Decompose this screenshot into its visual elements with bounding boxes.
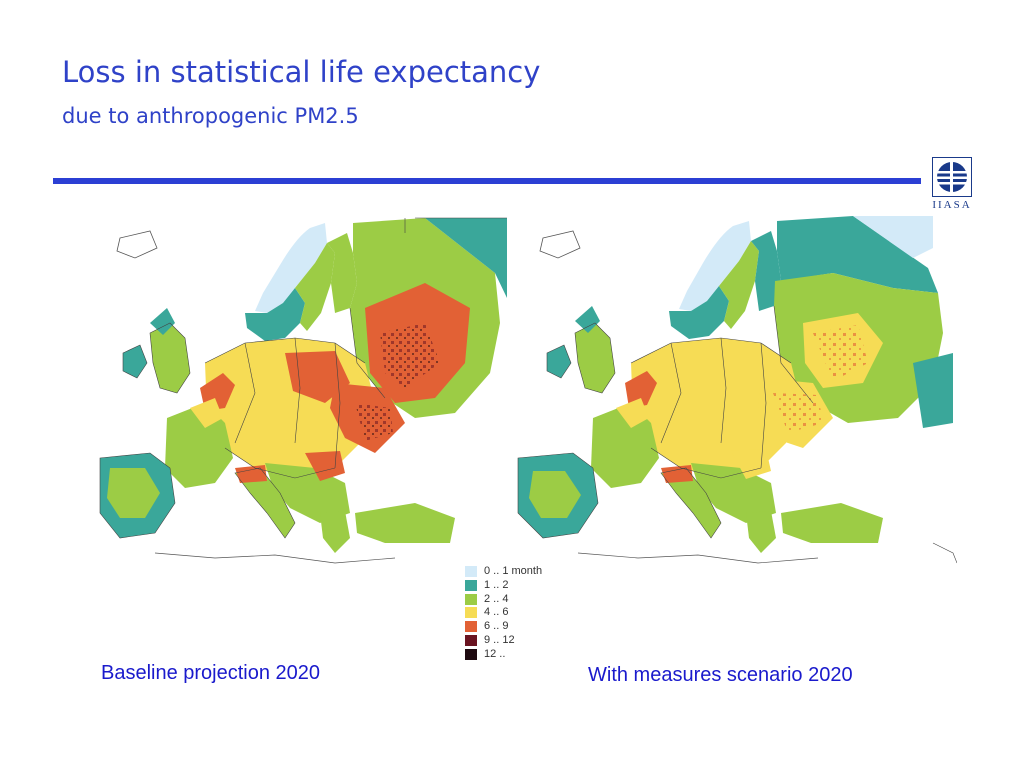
region-hungary <box>731 449 771 479</box>
legend-swatch <box>465 566 477 577</box>
region-turkey <box>355 503 455 543</box>
region-scandinavia-north <box>679 221 751 311</box>
region-france-north <box>190 398 223 428</box>
region-iberia-inner <box>107 468 160 518</box>
region-france-north <box>616 398 649 428</box>
region-iceland <box>116 230 158 259</box>
legend-item: 2 .. 4 <box>465 593 565 607</box>
region-benelux-hotspot <box>625 371 657 408</box>
region-uk <box>150 323 190 393</box>
baseline-map <box>99 217 507 564</box>
region-france <box>591 403 659 488</box>
caption-measures: With measures scenario 2020 <box>588 664 853 686</box>
africa-coast <box>154 552 396 564</box>
region-greece <box>746 511 776 553</box>
region-central-europe <box>631 338 801 478</box>
region-russia-north <box>777 216 938 293</box>
region-sweden-south <box>719 241 759 329</box>
measures-map <box>517 216 957 564</box>
region-iberia-inner <box>529 471 581 518</box>
legend-label: 1 .. 2 <box>484 578 509 591</box>
logo-text: IIASA <box>932 199 972 211</box>
legend-item: 12 .. <box>465 648 565 662</box>
legend-label: 9 .. 12 <box>484 633 515 646</box>
legend-item: 4 .. 6 <box>465 606 565 620</box>
region-scandinavia-south <box>669 286 729 339</box>
region-italy <box>661 468 721 538</box>
legend-swatch <box>465 634 477 646</box>
header-rule <box>53 178 921 184</box>
region-france <box>165 403 233 488</box>
legend-swatch <box>465 607 477 619</box>
legend-item: 9 .. 12 <box>465 634 565 648</box>
globe-logo-icon <box>932 157 972 197</box>
region-finland <box>327 233 357 313</box>
region-balkans <box>691 463 776 523</box>
slide-title: Loss in statistical life expectancy <box>62 55 541 89</box>
region-russia-east <box>913 353 953 428</box>
legend-item: 1 .. 2 <box>465 579 565 593</box>
legend-swatch <box>465 579 477 591</box>
region-turkey <box>781 503 883 543</box>
iiasa-logo: IIASA <box>928 157 976 215</box>
legend-label: 12 .. <box>484 647 506 660</box>
region-hungary-hotspot <box>305 451 345 481</box>
legend-swatch <box>465 648 477 660</box>
legend-label: 0 .. 1 month <box>484 565 543 577</box>
region-po-valley <box>661 465 693 483</box>
legend-swatch <box>465 621 477 633</box>
slide-subtitle: due to anthropogenic PM2.5 <box>62 104 359 128</box>
region-greece <box>320 511 350 553</box>
caption-baseline: Baseline projection 2020 <box>101 662 321 684</box>
legend-label: 4 .. 6 <box>484 606 509 619</box>
region-ireland <box>547 345 571 378</box>
region-po-valley <box>235 465 267 483</box>
region-ireland <box>123 345 147 378</box>
legend-label: 2 .. 4 <box>484 592 509 605</box>
region-iceland <box>539 230 581 259</box>
legend-label: 6 .. 9 <box>484 620 509 633</box>
region-finland <box>751 231 781 311</box>
region-italy <box>235 468 295 538</box>
legend-swatch <box>465 593 477 605</box>
region-scandinavia-north <box>255 223 327 313</box>
legend-item: 0 .. 1 month <box>465 565 565 579</box>
region-scotland <box>575 306 600 333</box>
region-arctic <box>853 216 933 258</box>
legend-item: 6 .. 9 <box>465 620 565 634</box>
region-russia-border <box>425 218 507 298</box>
region-scotland <box>150 308 175 335</box>
region-uk <box>575 323 615 393</box>
region-sweden-south <box>295 243 335 331</box>
region-scandinavia-south <box>245 288 305 341</box>
africa-coast <box>577 552 819 564</box>
